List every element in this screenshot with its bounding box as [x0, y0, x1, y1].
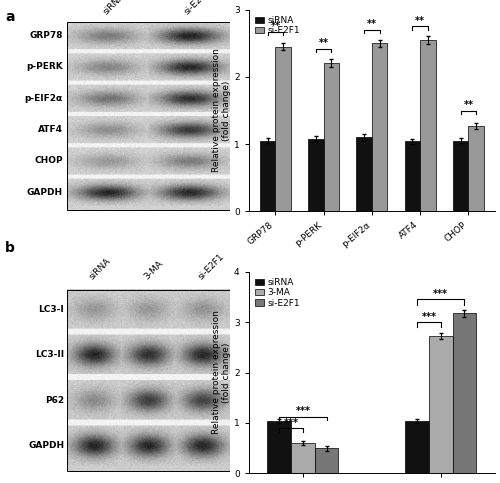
Bar — [268, 422, 291, 473]
Bar — [404, 142, 420, 211]
Bar — [276, 47, 291, 211]
Text: ***: *** — [296, 406, 310, 416]
Text: LC3-II: LC3-II — [35, 350, 64, 359]
Text: **: ** — [318, 38, 328, 48]
Text: si-E2F1: si-E2F1 — [196, 252, 226, 282]
Text: GAPDH: GAPDH — [28, 441, 64, 450]
Bar — [468, 126, 484, 211]
Bar — [406, 422, 429, 473]
Text: **: ** — [367, 19, 377, 29]
Text: CHOP: CHOP — [34, 156, 63, 165]
Text: p-EIF2α: p-EIF2α — [24, 94, 63, 103]
Text: P62: P62 — [45, 396, 64, 405]
Bar — [314, 448, 338, 473]
Bar — [260, 141, 276, 211]
Text: LC3-I: LC3-I — [38, 305, 64, 314]
Text: **: ** — [415, 16, 425, 26]
Text: ATF4: ATF4 — [38, 125, 63, 134]
Text: 3-MA: 3-MA — [142, 259, 165, 282]
Bar — [308, 139, 324, 211]
Text: GAPDH: GAPDH — [26, 188, 63, 197]
Text: **: ** — [270, 21, 280, 31]
Bar — [67, 22, 230, 210]
Bar — [429, 336, 452, 473]
Text: siRNA: siRNA — [88, 256, 112, 282]
Text: p-PERK: p-PERK — [26, 62, 63, 71]
Text: ***: *** — [434, 289, 448, 299]
Text: ***: *** — [422, 312, 436, 322]
Text: **: ** — [464, 100, 473, 111]
Text: b: b — [5, 242, 15, 256]
Text: GRP78: GRP78 — [30, 31, 63, 40]
Text: si-E2F1: si-E2F1 — [183, 0, 212, 16]
Text: a: a — [5, 10, 15, 24]
Bar — [324, 63, 339, 211]
Bar — [356, 137, 372, 211]
Legend: siRNA, 3-MA, si-E2F1: siRNA, 3-MA, si-E2F1 — [253, 276, 302, 310]
Bar — [372, 43, 388, 211]
Y-axis label: Relative protein expression
(fold change): Relative protein expression (fold change… — [212, 48, 231, 172]
Bar — [291, 443, 314, 473]
Bar — [452, 313, 476, 473]
Y-axis label: Relative protein expression
(fold change): Relative protein expression (fold change… — [212, 311, 231, 435]
Bar — [420, 40, 436, 211]
Bar — [67, 289, 230, 471]
Text: ***: *** — [284, 418, 298, 428]
Legend: siRNA, si-E2F1: siRNA, si-E2F1 — [253, 14, 302, 37]
Bar — [453, 141, 468, 211]
Text: siRNA: siRNA — [102, 0, 126, 16]
